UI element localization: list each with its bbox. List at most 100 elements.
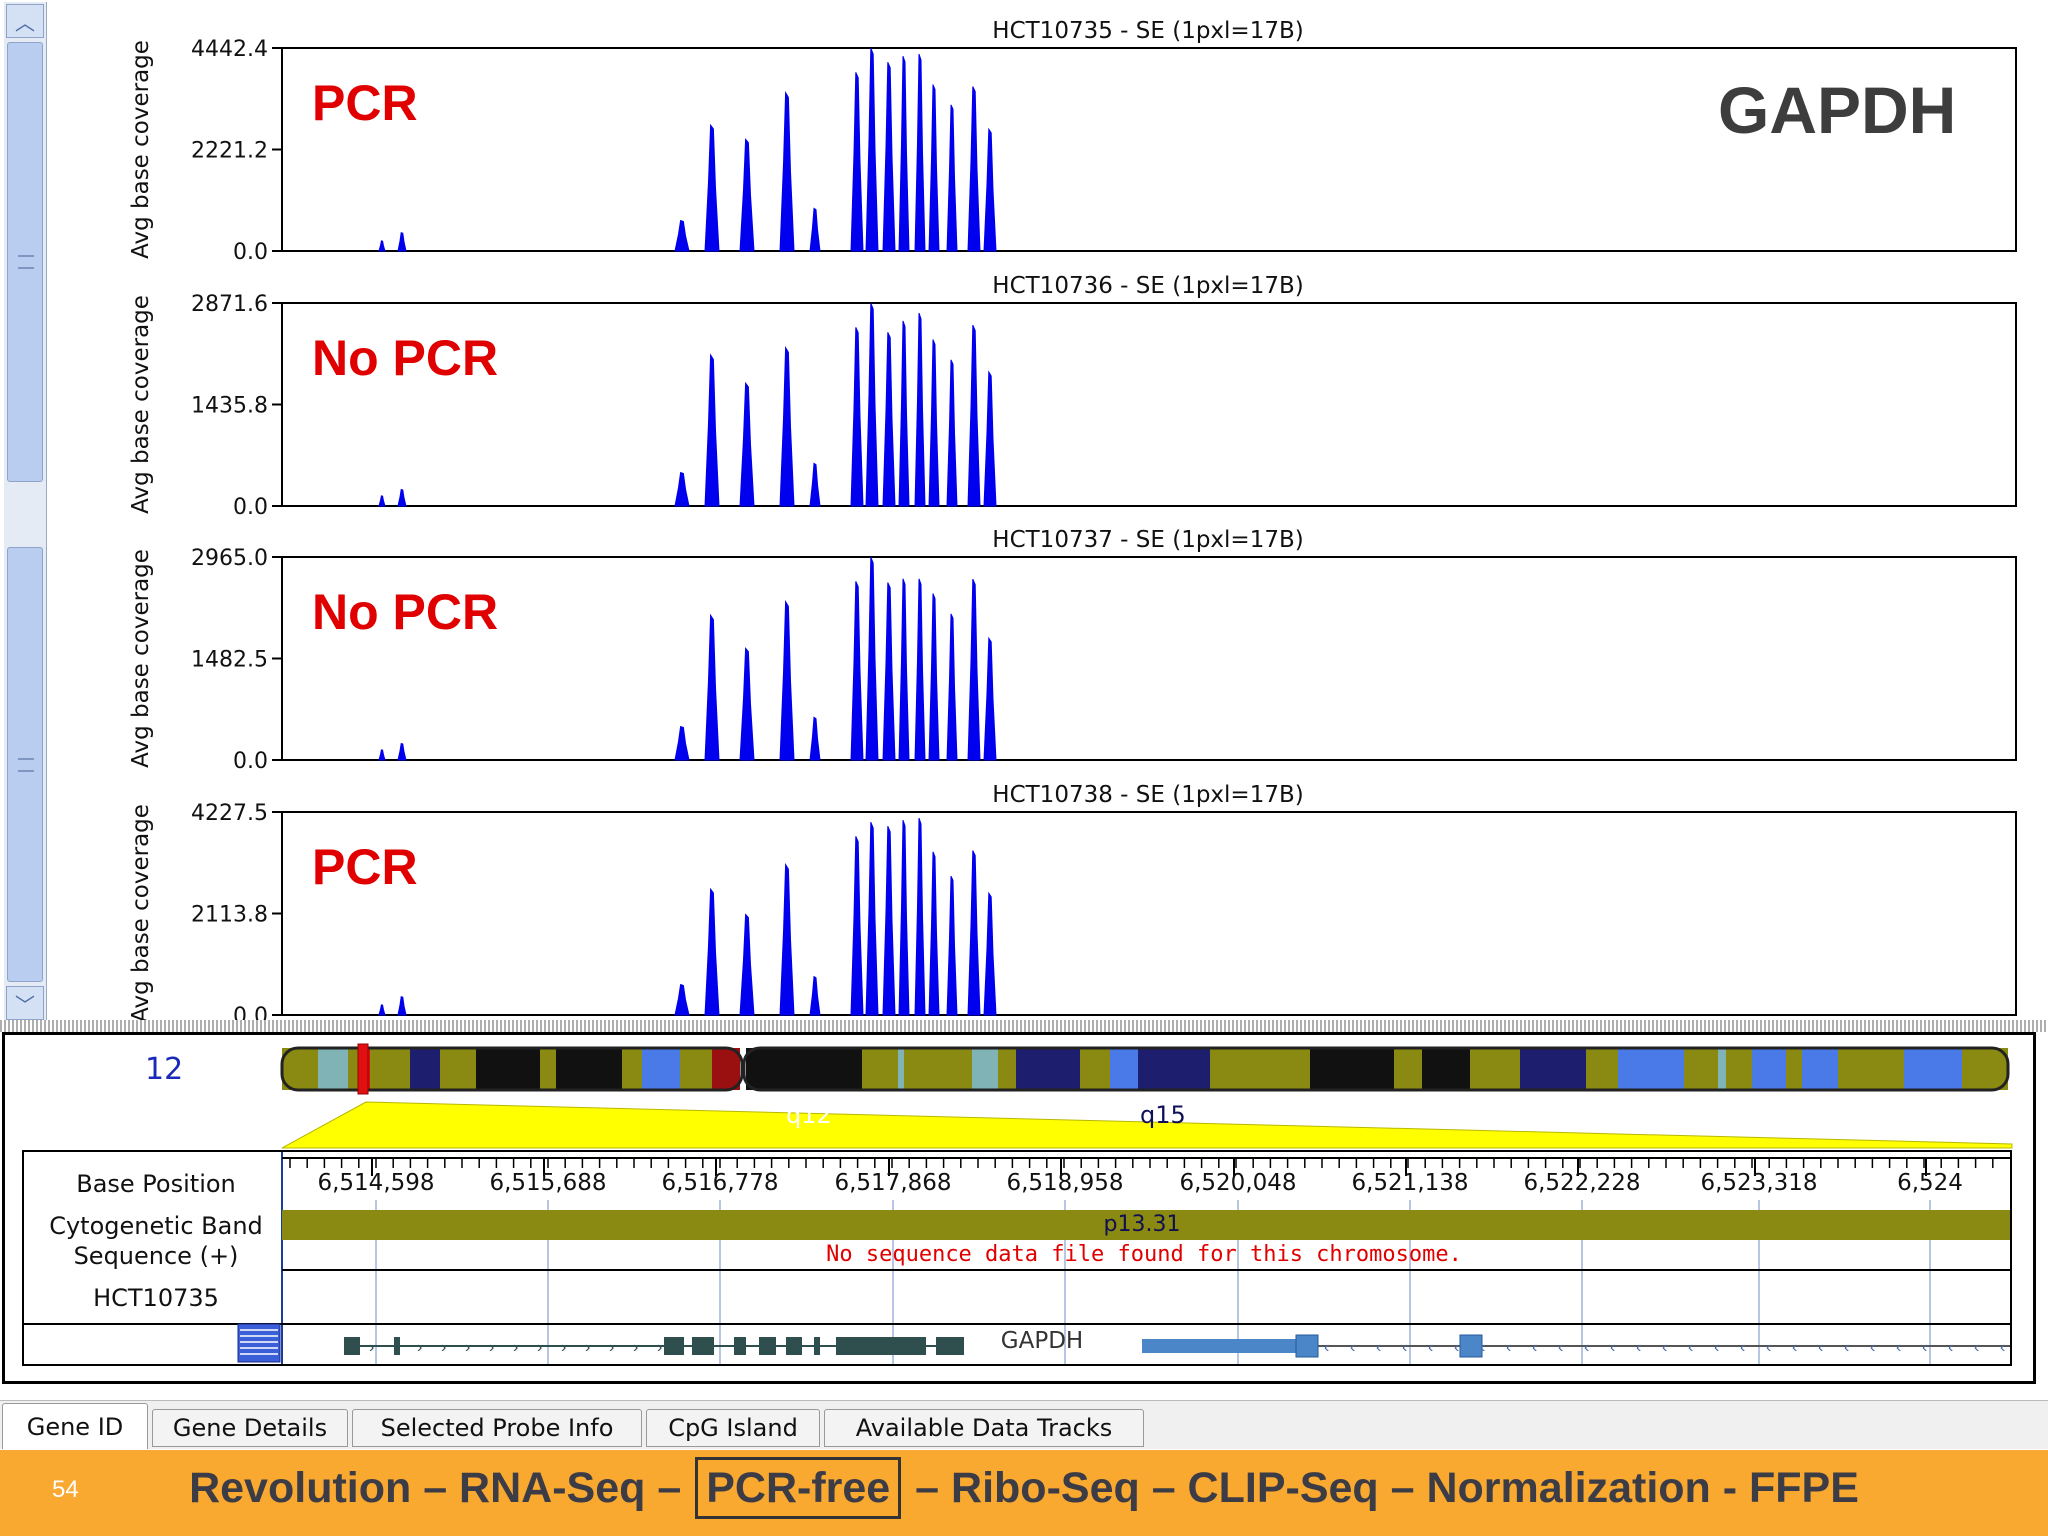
vertical-scrollbar[interactable]: ︿ ﹀ xyxy=(4,2,47,1020)
strand-arrow-icon: ‹ xyxy=(1948,1339,1953,1356)
cytoband-label: p13.31 xyxy=(1104,1212,1181,1237)
track-2: HCT10736 - SE (1pxl=17B) Avg base coverag… xyxy=(128,273,2017,520)
gene-exon xyxy=(734,1337,746,1355)
sequence-message: No sequence data file found for this chr… xyxy=(826,1242,1462,1267)
y-tick-label: 0.0 xyxy=(233,749,268,774)
y-axis-label: Avg base coverage xyxy=(128,549,154,768)
strand-arrow-icon: ‹ xyxy=(1688,1339,1693,1356)
tab-cpg-island[interactable]: CpG Island xyxy=(646,1409,820,1447)
strand-arrow-icon: ‹ xyxy=(1506,1339,1511,1356)
chromosome-band xyxy=(1718,1048,1726,1090)
gene-label[interactable]: GAPDH xyxy=(1001,1328,1083,1354)
strand-arrow-icon: › xyxy=(465,1339,470,1356)
y-tick-label: 1482.5 xyxy=(191,648,268,673)
gene-exon xyxy=(692,1337,714,1355)
base-position-label: 6,515,688 xyxy=(489,1170,606,1196)
y-tick-label: 1435.8 xyxy=(191,394,268,419)
chromosome-band xyxy=(1786,1048,1802,1090)
track-plot-frame[interactable] xyxy=(281,302,2017,507)
genome-browser-window: ︿ ﹀ HCT10735 - SE (1pxl=17B) Avg base cov… xyxy=(0,2,2048,1384)
chromosome-ideogram[interactable]: q12 q15 xyxy=(0,1040,2048,1190)
ruler-graphics[interactable]: 6,514,598 6,515,688 6,516,778 6,517,868 6,51… xyxy=(24,1152,2010,1364)
pane-splitter[interactable] xyxy=(0,1020,2048,1032)
chromosome-band xyxy=(1726,1048,1752,1090)
strand-arrow-icon: › xyxy=(657,1339,662,1356)
scroll-up-button[interactable]: ︿ xyxy=(6,4,44,38)
chromosome-band xyxy=(712,1048,740,1090)
footer-part-3: – Ribo-Seq – CLIP-Seq – Normalization - … xyxy=(915,1464,1859,1512)
base-position-label: 6,516,778 xyxy=(661,1170,778,1196)
base-position-label: 6,514,598 xyxy=(317,1170,434,1196)
track-title: HCT10737 - SE (1pxl=17B) xyxy=(992,527,1303,553)
scroll-thumb-lower[interactable] xyxy=(7,547,43,982)
strand-arrow-icon: ‹ xyxy=(1376,1339,1381,1356)
strand-arrow-icon: ‹ xyxy=(1428,1339,1433,1356)
gene-exon xyxy=(836,1337,922,1355)
view-marker[interactable] xyxy=(357,1043,369,1095)
chromosome-band xyxy=(476,1048,540,1090)
chromosome-band xyxy=(370,1048,410,1090)
chromosome-band xyxy=(642,1048,680,1090)
y-tick-label: 0.0 xyxy=(233,1004,268,1020)
strand-arrow-icon: › xyxy=(513,1339,518,1356)
gene-exon xyxy=(759,1337,776,1355)
chromosome-band xyxy=(1838,1048,1904,1090)
tab-gene-details[interactable]: Gene Details xyxy=(152,1409,348,1447)
chromosome-band xyxy=(972,1048,998,1090)
base-position-label: 6,520,048 xyxy=(1179,1170,1296,1196)
chromosome-band xyxy=(622,1048,642,1090)
strand-arrow-icon: ‹ xyxy=(1766,1339,1771,1356)
strand-arrow-icon: › xyxy=(489,1339,494,1356)
chromosome-band xyxy=(998,1048,1016,1090)
chromosome-number: 12 xyxy=(145,1052,184,1087)
strand-arrow-icon: › xyxy=(417,1339,422,1356)
gene-exon xyxy=(664,1337,684,1355)
chromosome-band xyxy=(1752,1048,1786,1090)
scroll-thumb-upper[interactable] xyxy=(7,42,43,482)
strand-arrow-icon: ‹ xyxy=(1324,1339,1329,1356)
slide-number: 54 xyxy=(52,1476,79,1503)
gene-exon xyxy=(922,1337,926,1355)
tab-gene-id[interactable]: Gene ID xyxy=(2,1403,148,1449)
tab-available-data-tracks[interactable]: Available Data Tracks xyxy=(824,1409,1144,1447)
strand-arrow-icon: ‹ xyxy=(2000,1339,2005,1356)
cytoband-bar xyxy=(282,1210,2010,1240)
y-axis-label: Avg base coverage xyxy=(128,40,154,259)
gene-title: GAPDH xyxy=(1718,73,1957,147)
chromosome-band xyxy=(556,1048,622,1090)
track-plot-frame[interactable] xyxy=(281,47,2017,252)
strand-arrow-icon: › xyxy=(369,1339,374,1356)
track-title: HCT10735 - SE (1pxl=17B) xyxy=(992,18,1303,44)
tab-selected-probe-info[interactable]: Selected Probe Info xyxy=(352,1409,642,1447)
track-plot-frame[interactable] xyxy=(281,811,2017,1016)
y-tick-label: 4227.5 xyxy=(191,801,268,826)
chromosome-band xyxy=(1904,1048,1962,1090)
base-position-label: 6,521,138 xyxy=(1351,1170,1468,1196)
gene-exon xyxy=(786,1337,802,1355)
coverage-peaks xyxy=(378,817,997,1016)
chevron-down-icon: ﹀ xyxy=(15,994,35,1017)
base-position-label: 6,518,958 xyxy=(1006,1170,1123,1196)
scroll-down-button[interactable]: ﹀ xyxy=(6,986,44,1020)
chromosome-band xyxy=(1618,1048,1684,1090)
y-tick-label: 2113.8 xyxy=(191,903,268,928)
y-tick-label: 2965.0 xyxy=(191,546,268,571)
chromosome-band xyxy=(680,1048,712,1090)
strand-arrow-icon: ‹ xyxy=(1532,1339,1537,1356)
track-list-icon[interactable] xyxy=(237,1323,281,1363)
track-plot-frame[interactable] xyxy=(281,556,2017,761)
strand-arrow-icon: ‹ xyxy=(1454,1339,1459,1356)
slide-footer: 54 Revolution – RNA-Seq – PCR-free – Rib… xyxy=(0,1450,2048,1536)
chromosome-band xyxy=(1520,1048,1586,1090)
track-4: HCT10738 - SE (1pxl=17B) Avg base coverag… xyxy=(128,782,2017,1020)
coverage-tracks: HCT10735 - SE (1pxl=17B) Avg base coverag… xyxy=(128,18,2017,1020)
chromosome-band xyxy=(746,1048,862,1090)
chromosome-band xyxy=(1210,1048,1250,1090)
base-position-label: 6,524 xyxy=(1897,1170,1963,1196)
chromosome-band xyxy=(1394,1048,1422,1090)
chromosome-band xyxy=(410,1048,440,1090)
sample-tag: No PCR xyxy=(312,584,498,640)
q-arm-outline xyxy=(742,1046,2010,1092)
chromosome-band xyxy=(1470,1048,1520,1090)
footer-topics: Revolution – RNA-Seq – PCR-free – Ribo-S… xyxy=(0,1457,2048,1519)
